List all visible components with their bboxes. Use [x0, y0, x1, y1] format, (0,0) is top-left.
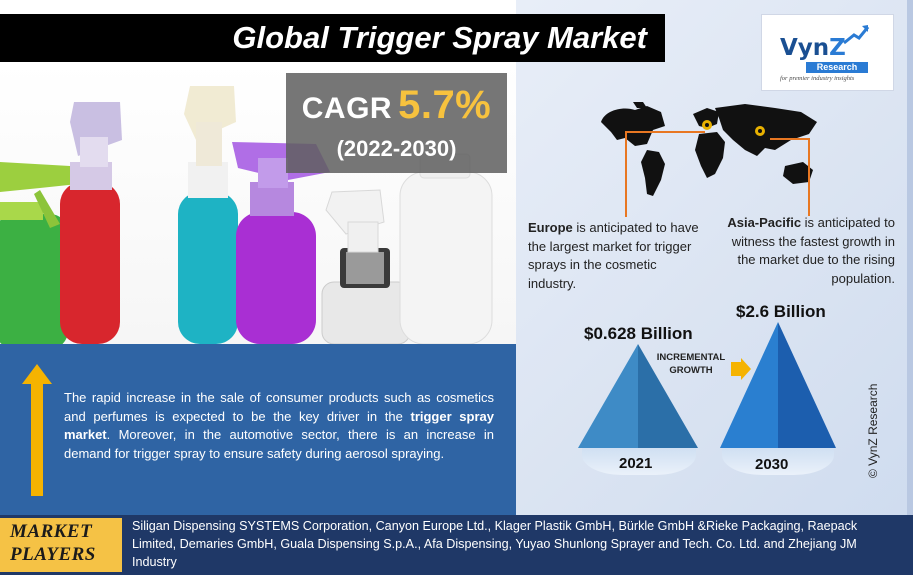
year-2021: 2021 [619, 455, 653, 472]
driver-text-bold: trigger spray market [64, 408, 494, 443]
europe-connector-vertical [625, 131, 627, 217]
incremental-growth-label: INCREMENTAL GROWTH [648, 351, 734, 377]
logo-wordmark: VynZ [780, 35, 846, 61]
title-banner [0, 14, 665, 62]
driver-text-part1: The rapid increase in the sale of consum… [64, 390, 494, 424]
pyramid-2030 [720, 322, 836, 448]
europe-text: is anticipated to have the largest marke… [528, 220, 699, 291]
europe-connector [625, 131, 705, 133]
market-players-footer [0, 515, 913, 575]
pedestal-2021 [582, 447, 696, 475]
vynz-logo: VynZ Research for premier industry insig… [761, 14, 894, 91]
value-2021: $0.628 Billion [584, 324, 693, 343]
value-2030: $2.6 Billion [736, 302, 826, 321]
europe-note: Europe is anticipated to have the larges… [528, 219, 706, 293]
market-players-label: MARKET PLAYERS [0, 518, 122, 572]
pedestal-2030 [722, 447, 834, 475]
market-driver-text: The rapid increase in the sale of consum… [64, 389, 494, 463]
year-2030: 2030 [755, 456, 789, 473]
europe-name: Europe [528, 220, 573, 235]
incremental-line1: INCREMENTAL [656, 352, 726, 363]
driver-text-part2: . Moreover, in the automotive sector, th… [64, 427, 494, 461]
cagr-line: CAGR 5.7% [286, 83, 507, 128]
cagr-value: 5.7% [398, 83, 492, 127]
logo-tagline: for premier industry insights [780, 75, 855, 82]
incremental-line2: GROWTH [669, 365, 713, 376]
asia-connector [770, 138, 810, 140]
arrow-up-icon [22, 364, 52, 496]
cagr-label: CAGR [301, 92, 393, 125]
arrow-right-icon [731, 358, 751, 380]
pyramid-2021 [578, 344, 698, 448]
asia-connector-vertical [808, 138, 810, 216]
market-players-list: Siligan Dispensing SYSTEMS Corporation, … [132, 519, 858, 569]
growth-arrow-icon [843, 25, 870, 45]
asia-text: is anticipated to witness the fastest gr… [731, 215, 895, 286]
cagr-box: CAGR 5.7% (2022-2030) [286, 73, 507, 173]
logo-research: Research [806, 62, 868, 73]
world-map-icon [601, 102, 817, 196]
page-title: Global Trigger Spray Market [232, 20, 647, 55]
asia-pacific-note: Asia-Pacific is anticipated to witness t… [712, 214, 895, 288]
copyright-text: © VynZ Research [866, 383, 880, 478]
market-players-line2: PLAYERS [10, 544, 96, 565]
market-players-line1: MARKET [10, 521, 93, 542]
logo-brand-prefix: Vyn [780, 35, 830, 61]
asia-name: Asia-Pacific [727, 215, 802, 230]
market-driver-panel [0, 344, 516, 515]
cagr-period: (2022-2030) [336, 136, 457, 161]
logo-brand-suffix: Z [829, 35, 846, 61]
